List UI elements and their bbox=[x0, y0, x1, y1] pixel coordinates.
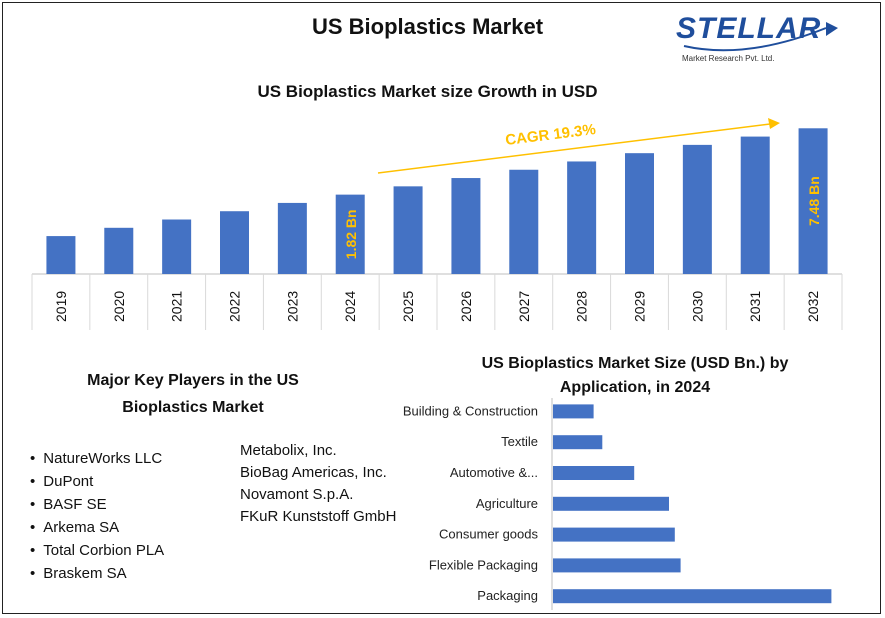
key-player-item: Total Corbion PLA bbox=[30, 539, 164, 562]
bar-2023 bbox=[277, 202, 307, 274]
key-player-item: FKuR Kunststoff GmbH bbox=[240, 508, 397, 525]
x-tick-label: 2024 bbox=[342, 291, 358, 322]
x-tick-label: 2028 bbox=[574, 291, 590, 322]
logo-name: STELLAR bbox=[676, 12, 822, 45]
key-player-item: BASF SE bbox=[30, 493, 164, 516]
x-tick-label: 2031 bbox=[747, 291, 763, 322]
cagr-arrow-line bbox=[377, 123, 771, 174]
logo-subtitle: Market Research Pvt. Ltd. bbox=[682, 54, 775, 63]
page-title: US Bioplastics Market bbox=[311, 14, 544, 39]
bar-2027 bbox=[509, 169, 539, 274]
x-tick-label: 2026 bbox=[458, 291, 474, 322]
key-player-item: DuPont bbox=[30, 470, 164, 493]
growth-bar-chart: 2019 2020 2021 2022 2023 2024 2025 2026 2027 2028… bbox=[31, 118, 843, 330]
bar-2028 bbox=[567, 161, 597, 274]
x-tick-label: 2030 bbox=[689, 291, 705, 322]
data-label-2024: 1.82 Bn bbox=[343, 209, 359, 259]
bar-2031 bbox=[740, 136, 770, 274]
bar-2032 bbox=[798, 128, 828, 274]
x-tick-label: 2021 bbox=[169, 291, 185, 322]
cagr-arrow-head-icon bbox=[768, 118, 780, 129]
key-player-item: Arkema SA bbox=[30, 516, 164, 539]
cagr-annotation: CAGR 19.3% bbox=[504, 121, 596, 149]
logo-swoosh-icon bbox=[683, 22, 838, 52]
x-tick-label: 2027 bbox=[516, 291, 532, 322]
x-tick-label: 2019 bbox=[53, 291, 69, 322]
bar-2021 bbox=[162, 219, 192, 274]
data-label-2032: 7.48 Bn bbox=[806, 176, 822, 226]
key-player-item: Metabolix, Inc. bbox=[240, 442, 337, 459]
bar-2025 bbox=[393, 186, 423, 274]
key-player-item: NatureWorks LLC bbox=[30, 447, 164, 470]
key-player-item: BioBag Americas, Inc. bbox=[240, 464, 387, 481]
key-players-title: Major Key Players in the US Bioplastics … bbox=[87, 372, 299, 416]
bar-2026 bbox=[451, 178, 481, 274]
x-tick-label: 2025 bbox=[400, 291, 416, 322]
bar-2029 bbox=[625, 153, 654, 274]
key-players-list-left: NatureWorks LLCDuPontBASF SEArkema SATot… bbox=[30, 447, 164, 585]
x-tick-label: 2032 bbox=[805, 291, 821, 322]
stellar-logo: STELLAR Market Research Pvt. Ltd. bbox=[676, 8, 846, 68]
x-tick-label: 2020 bbox=[111, 291, 127, 322]
x-tick-label: 2023 bbox=[284, 291, 300, 322]
bar-2022 bbox=[220, 211, 249, 274]
application-chart-title: US Bioplastics Market Size (USD Bn.) by … bbox=[481, 355, 789, 396]
x-tick-label: 2029 bbox=[632, 291, 648, 322]
key-player-item: Braskem SA bbox=[30, 562, 164, 585]
bar-2020 bbox=[104, 227, 134, 274]
key-players-list-right: Metabolix, Inc. BioBag Americas, Inc. Nova… bbox=[240, 440, 396, 528]
bar-2030 bbox=[682, 144, 712, 274]
bar-2019 bbox=[46, 236, 76, 274]
bar-2024 bbox=[335, 194, 365, 274]
x-tick-label: 2022 bbox=[227, 291, 243, 322]
key-player-item: Novamont S.p.A. bbox=[240, 486, 354, 503]
growth-chart-title: US Bioplastics Market size Growth in USD bbox=[257, 82, 598, 101]
